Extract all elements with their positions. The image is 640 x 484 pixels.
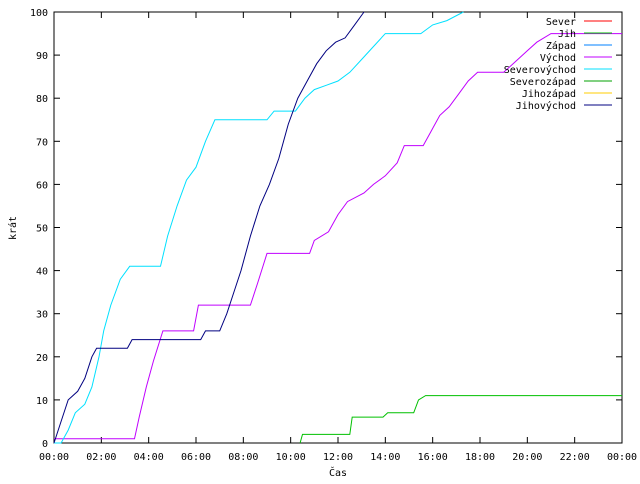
- y-tick-label: 50: [36, 224, 48, 235]
- x-tick-label: 08:00: [228, 452, 258, 463]
- legend-label: Jihovýchod: [516, 100, 576, 112]
- x-tick-label: 22:00: [560, 452, 590, 463]
- legend-label: Severozápad: [510, 76, 576, 88]
- y-tick-label: 30: [36, 310, 48, 321]
- x-tick-label: 00:00: [39, 452, 69, 463]
- x-tick-label: 14:00: [370, 452, 400, 463]
- y-tick-label: 100: [30, 8, 48, 19]
- y-tick-label: 90: [36, 51, 48, 62]
- series-line-Severovýchod: [54, 11, 464, 444]
- x-tick-label: 00:00: [607, 452, 637, 463]
- y-axis-label: krát: [7, 216, 19, 240]
- series-line-Jihovýchod: [53, 11, 365, 444]
- y-tick-label: 80: [36, 94, 48, 105]
- y-tick-label: 70: [36, 137, 48, 148]
- axis-ticks: 0 10 20 30 40 50 60 70 80 90 100 00:00 02:00 04:00 06:…: [30, 8, 637, 463]
- legend-label: Jih: [558, 29, 576, 40]
- x-tick-label: 06:00: [181, 452, 211, 463]
- series-line-Jih: [299, 395, 622, 444]
- legend: SeverJihZápadVýchodSeverovýchodSeverozáp…: [504, 17, 612, 112]
- legend-label: Západ: [546, 40, 576, 52]
- y-tick-label: 60: [36, 180, 48, 191]
- x-tick-label: 20:00: [512, 452, 542, 463]
- series-layer: [53, 11, 622, 444]
- x-tick-label: 16:00: [418, 452, 448, 463]
- x-tick-label: 10:00: [276, 452, 306, 463]
- x-tick-label: 04:00: [134, 452, 164, 463]
- series-line-Východ: [54, 33, 622, 440]
- x-axis-label: Čas: [329, 466, 347, 479]
- x-tick-label: 02:00: [86, 452, 116, 463]
- y-tick-label: 0: [42, 439, 48, 450]
- y-tick-label: 20: [36, 353, 48, 364]
- legend-label: Sever: [546, 17, 576, 28]
- x-tick-label: 18:00: [465, 452, 495, 463]
- x-tick-label: 12:00: [323, 452, 353, 463]
- legend-label: Východ: [540, 52, 576, 64]
- legend-label: Severovýchod: [504, 64, 576, 76]
- y-tick-label: 40: [36, 267, 48, 278]
- y-tick-label: 10: [36, 396, 48, 407]
- legend-label: Jihozápad: [522, 88, 576, 100]
